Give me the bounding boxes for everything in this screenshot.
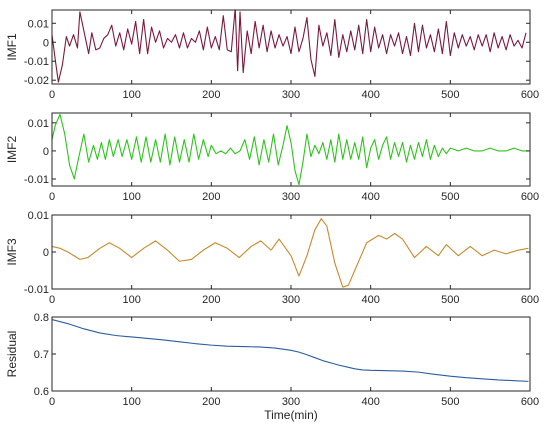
x-tick-label: 200 [202, 89, 220, 101]
y-tick-label: -0.01 [24, 284, 49, 296]
y-tick-label: 0 [43, 37, 49, 49]
y-tick-label: 0.6 [34, 386, 49, 398]
x-tick-label: 0 [49, 191, 55, 203]
y-tick-label: -0.02 [24, 75, 49, 87]
y-axis-title: Residual [5, 331, 19, 378]
y-tick-label: -0.01 [24, 56, 49, 68]
y-tick-label: 0.7 [34, 349, 49, 361]
x-tick-label: 600 [521, 396, 539, 408]
x-tick-label: 400 [361, 191, 379, 203]
x-tick-label: 600 [521, 89, 539, 101]
x-tick-label: 500 [441, 294, 459, 306]
y-axis-title: IMF2 [5, 136, 19, 164]
x-tick-label: 600 [521, 294, 539, 306]
x-tick-label: 100 [122, 89, 140, 101]
series-line-imf2 [52, 113, 529, 186]
x-tick-label: 0 [49, 89, 55, 101]
y-tick-label: 0.8 [34, 312, 49, 324]
x-tick-label: 0 [49, 396, 55, 408]
x-tick-label: 100 [122, 396, 140, 408]
x-tick-label: 400 [361, 294, 379, 306]
x-tick-label: 200 [202, 191, 220, 203]
x-tick-label: 300 [282, 191, 300, 203]
series-line-imf3 [52, 218, 529, 288]
x-tick-label: 100 [122, 294, 140, 306]
y-tick-label: 0 [43, 247, 49, 259]
x-tick-label: 200 [202, 294, 220, 306]
x-tick-label: 300 [282, 89, 300, 101]
y-tick-label: -0.01 [24, 174, 49, 186]
y-tick-label: 0.01 [28, 210, 49, 222]
series-line-imf1 [52, 10, 527, 83]
x-tick-label: 300 [282, 396, 300, 408]
y-tick-label: 0 [43, 146, 49, 158]
x-tick-label: 500 [441, 191, 459, 203]
chart-panel-4: 0 100 200 300 400 500 600 0.6 0.7 0.8 Residual Time… [5, 312, 539, 422]
series-line-residual [52, 319, 529, 382]
x-tick-label: 500 [441, 89, 459, 101]
plot-area-frame [51, 316, 531, 392]
x-tick-label: 400 [361, 89, 379, 101]
x-axis-title: Time(min) [264, 408, 318, 422]
y-tick-label: 0.01 [28, 18, 49, 30]
x-tick-label: 400 [361, 396, 379, 408]
x-tick-label: 300 [282, 294, 300, 306]
y-tick-label: 0.01 [28, 118, 49, 130]
x-tick-label: 100 [122, 191, 140, 203]
y-axis-title: IMF3 [5, 238, 19, 266]
x-tick-label: 500 [441, 396, 459, 408]
x-tick-label: 200 [202, 396, 220, 408]
x-tick-label: 0 [49, 294, 55, 306]
y-axis-title: IMF1 [5, 33, 19, 61]
chart-panel-1: 0 100 200 300 400 500 600 -0.02 -0.01 0 0.01 IMF1 [5, 9, 539, 101]
x-tick-label: 600 [521, 191, 539, 203]
